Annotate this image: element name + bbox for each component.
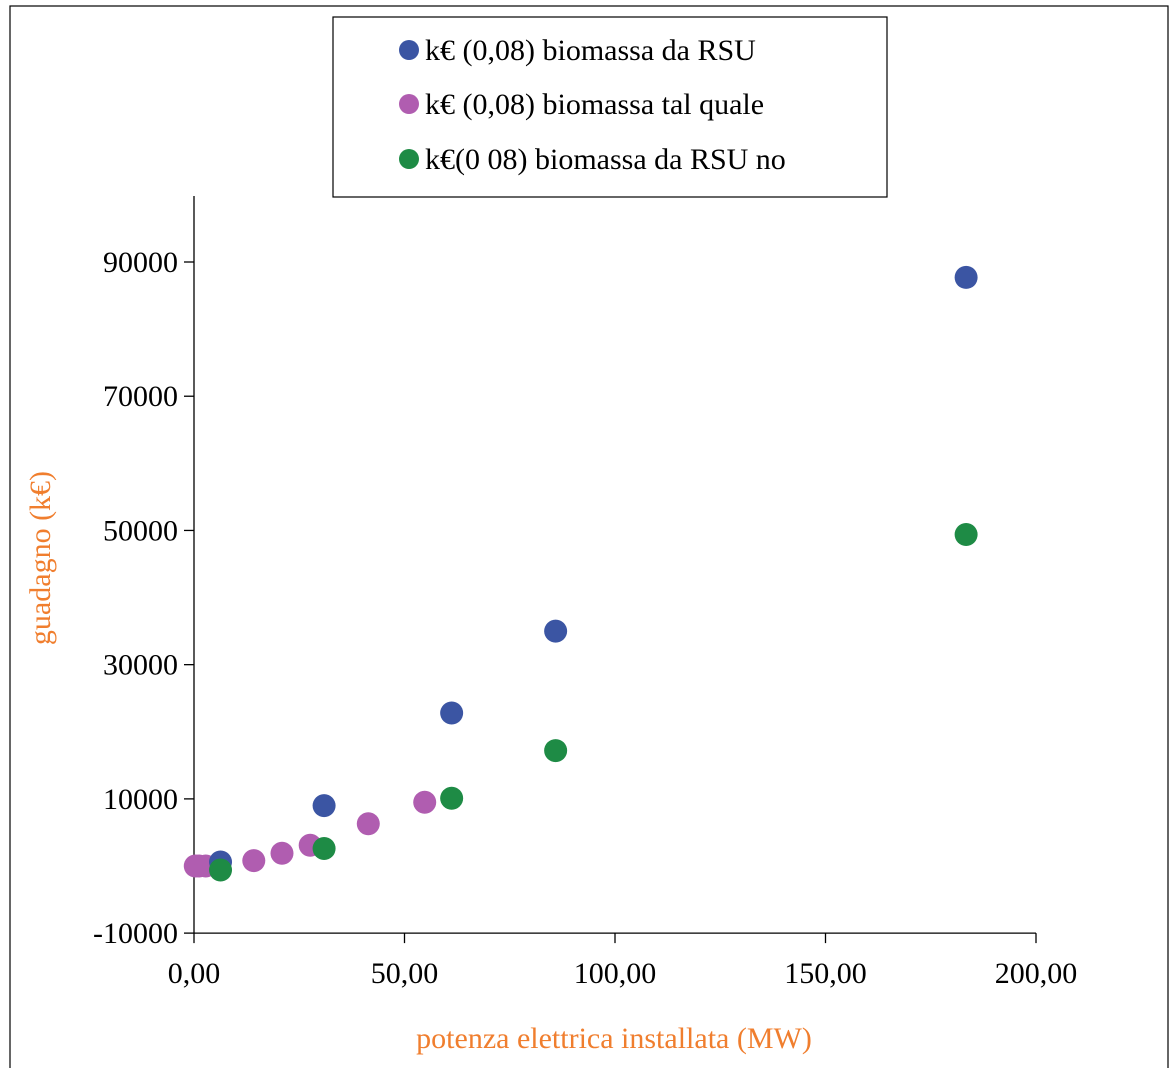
- x-tick-label: 100,00: [574, 957, 657, 990]
- axes: -10000 10000 30000 50000 70000 90000 0,00 50,00…: [93, 196, 1077, 990]
- x-tick-label: 0,00: [168, 957, 221, 990]
- legend-marker-rsu: [399, 40, 419, 60]
- x-axis-title: potenza elettrica installata (MW): [416, 1022, 812, 1055]
- y-tick-label: 70000: [103, 380, 178, 413]
- legend-box: [332, 16, 888, 198]
- data-point: [356, 812, 380, 836]
- data-point: [209, 858, 233, 882]
- legend-label-rsu: k€ (0,08) biomassa da RSU: [425, 34, 756, 67]
- x-tick-label: 50,00: [371, 957, 439, 990]
- y-tick-label: -10000: [93, 917, 178, 950]
- legend: k€ (0,08) biomassa da RSU k€ (0,08) biom…: [332, 16, 888, 198]
- legend-marker-rsu-no: [399, 149, 419, 169]
- x-tick-label: 200,00: [995, 957, 1078, 990]
- data-point: [954, 265, 978, 289]
- data-points: [183, 265, 978, 882]
- data-point: [312, 794, 336, 818]
- data-point: [544, 619, 568, 643]
- y-tick-label: 90000: [103, 246, 178, 279]
- data-point: [242, 849, 266, 873]
- x-tick-label: 150,00: [784, 957, 867, 990]
- legend-marker-tal-quale: [399, 94, 419, 114]
- data-point: [413, 790, 437, 814]
- data-point: [270, 841, 294, 865]
- data-point: [440, 786, 464, 810]
- chart-frame: [9, 5, 1169, 1073]
- data-point: [544, 739, 568, 763]
- legend-label-tal-quale: k€ (0,08) biomassa tal quale: [425, 88, 764, 121]
- legend-label-rsu-no: k€(0 08) biomassa da RSU no: [425, 143, 786, 176]
- y-tick-label: 10000: [103, 783, 178, 816]
- y-axis-title: guadagno (k€): [24, 471, 57, 645]
- data-point: [954, 522, 978, 546]
- y-tick-label: 50000: [103, 514, 178, 547]
- data-point: [312, 837, 336, 861]
- data-point: [440, 701, 464, 725]
- y-tick-label: 30000: [103, 649, 178, 682]
